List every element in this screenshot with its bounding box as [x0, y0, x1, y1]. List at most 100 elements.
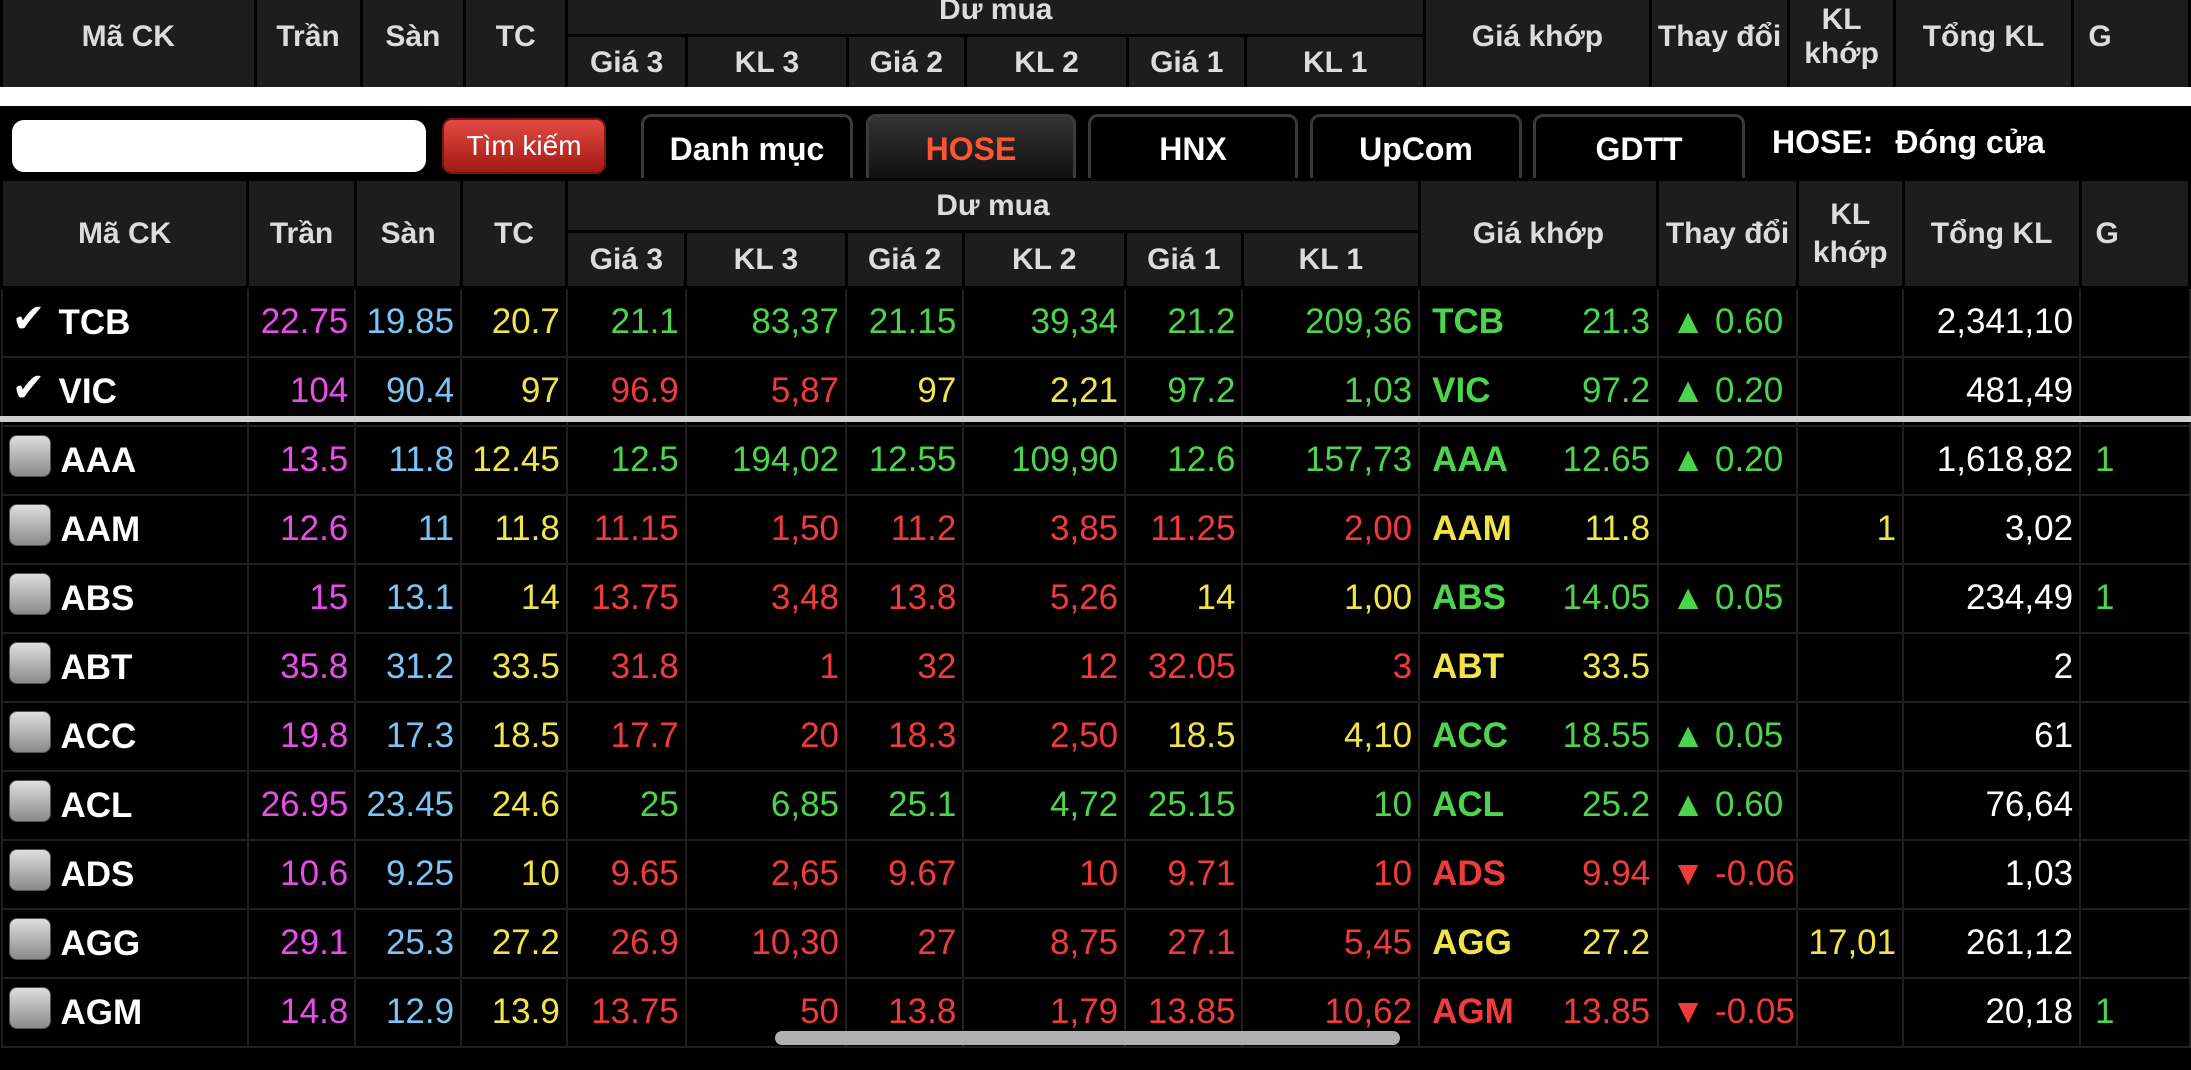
match-symbol: ACL: [1432, 785, 1505, 824]
watchlist-divider: [0, 416, 2191, 422]
table-row-vic[interactable]: ✔ VIC 104 90.4 97 96.9 5,87 97 2,21 97.2 …: [0, 355, 2191, 427]
header-match-price: Giá khớp: [1417, 178, 1660, 289]
tab-hose[interactable]: HOSE: [866, 114, 1076, 178]
header-reference: TC: [463, 0, 569, 91]
bid-price-3-cell: 11.15: [565, 493, 687, 565]
search-button[interactable]: Tìm kiếm: [442, 118, 606, 174]
header-bid-price-2: Giá 2: [845, 34, 967, 91]
bid-vol-3-cell: 10,30: [684, 907, 848, 979]
symbol-cell[interactable]: ACC: [0, 700, 249, 772]
total-volume-cell: 61: [1902, 700, 2082, 772]
bid-price-3-cell: 12.5: [565, 424, 687, 496]
match-price: 13.85: [1562, 992, 1651, 1031]
header-change: Thay đổi: [1656, 178, 1799, 289]
tab-danh-muc[interactable]: Danh mục: [641, 114, 853, 178]
floor-cell: 13.1: [354, 562, 463, 634]
bid-vol-2-cell: 2,21: [962, 355, 1127, 427]
checkbox-unchecked-icon[interactable]: [8, 780, 51, 823]
bid-vol-3-cell: 1,50: [684, 493, 848, 565]
match-symbol: TCB: [1432, 302, 1505, 342]
checkbox-unchecked-icon[interactable]: [8, 849, 51, 892]
symbol-cell[interactable]: ADS: [0, 838, 249, 910]
table-row-abt[interactable]: ABT 35.8 31.2 33.5 31.8 1 32 12 32.05 3 …: [0, 631, 2191, 703]
symbol-cell[interactable]: ✔ VIC: [0, 355, 249, 427]
checkbox-unchecked-icon[interactable]: [8, 918, 51, 961]
symbol-cell[interactable]: ✔ TCB: [0, 286, 249, 358]
checkbox-unchecked-icon[interactable]: [8, 711, 51, 754]
bid-price-1-cell: 11.25: [1124, 493, 1244, 565]
match-symbol: ABS: [1432, 578, 1507, 617]
bid-vol-1-cell: 5,45: [1241, 907, 1421, 979]
checkbox-unchecked-icon[interactable]: [8, 435, 51, 478]
checkbox-unchecked-icon[interactable]: [8, 504, 51, 547]
tab-hnx[interactable]: HNX: [1088, 114, 1298, 178]
change-cell: ▲ 0.60: [1656, 769, 1799, 841]
table-row-aam[interactable]: AAM 12.6 11 11.8 11.15 1,50 11.2 3,85 11…: [0, 493, 2191, 565]
extra-cell: [2079, 700, 2191, 772]
reference-cell: 14: [460, 562, 568, 634]
match-cell: TCB 21.3: [1418, 286, 1659, 358]
checkbox-unchecked-icon[interactable]: [8, 987, 51, 1030]
change-cell: ▲ 0.05: [1656, 562, 1799, 634]
match-cell: VIC 97.2: [1418, 355, 1659, 427]
header-bid-price-3: Giá 3: [565, 34, 688, 91]
scroll-indicator[interactable]: [775, 1031, 1400, 1045]
extra-cell: [2079, 838, 2191, 910]
bid-price-3-cell: 96.9: [565, 355, 687, 427]
header-bid-price-2: Giá 2: [844, 230, 965, 289]
match-cell: AAA 12.65: [1418, 424, 1659, 496]
header-bid-group: Dư mua: [565, 178, 1421, 233]
checkbox-unchecked-icon[interactable]: [8, 573, 51, 616]
search-input[interactable]: [12, 120, 426, 172]
reference-cell: 97: [460, 355, 568, 427]
match-symbol: AAA: [1432, 440, 1508, 479]
table-row-acl[interactable]: ACL 26.95 23.45 24.6 25 6,85 25.1 4,72 2…: [0, 769, 2191, 841]
symbol-cell[interactable]: ACL: [0, 769, 249, 841]
match-price: 21.3: [1582, 302, 1651, 342]
floor-cell: 12.9: [354, 976, 463, 1048]
match-price: 12.65: [1562, 440, 1651, 479]
floor-cell: 11: [354, 493, 463, 565]
match-symbol: ABT: [1432, 647, 1505, 686]
table-row-abs[interactable]: ABS 15 13.1 14 13.75 3,48 13.8 5,26 14 1…: [0, 562, 2191, 634]
table-row-tcb[interactable]: ✔ TCB 22.75 19.85 20.7 21.1 83,37 21.15 3…: [0, 286, 2191, 358]
match-symbol: AAM: [1432, 509, 1512, 548]
match-cell: ACL 25.2: [1418, 769, 1659, 841]
table-row-agg[interactable]: AGG 29.1 25.3 27.2 26.9 10,30 27 8,75 27…: [0, 907, 2191, 979]
checkbox-checked-icon[interactable]: ✔: [11, 365, 46, 410]
checkbox-checked-icon[interactable]: ✔: [11, 297, 46, 342]
market-status-exchange: HOSE:: [1772, 124, 1874, 160]
symbol-cell[interactable]: ABS: [0, 562, 249, 634]
table-row-aaa[interactable]: AAA 13.5 11.8 12.45 12.5 194,02 12.55 10…: [0, 424, 2191, 496]
bid-price-3-cell: 21.1: [565, 286, 687, 358]
symbol-cell[interactable]: AGG: [0, 907, 249, 979]
bid-vol-1-cell: 10: [1241, 838, 1421, 910]
table-row-acc[interactable]: ACC 19.8 17.3 18.5 17.7 20 18.3 2,50 18.…: [0, 700, 2191, 772]
symbol-label: VIC: [58, 371, 117, 411]
checkbox-unchecked-icon[interactable]: [8, 642, 51, 685]
bid-price-2-cell: 21.15: [844, 286, 965, 358]
ceiling-cell: 26.95: [246, 769, 357, 841]
table-row-ads[interactable]: ADS 10.6 9.25 10 9.65 2,65 9.67 10 9.71 …: [0, 838, 2191, 910]
symbol-label: ACC: [60, 716, 137, 756]
match-symbol: VIC: [1432, 371, 1491, 410]
tab-gdtt[interactable]: GDTT: [1533, 114, 1745, 178]
bid-vol-1-cell: 1,03: [1241, 355, 1421, 427]
reference-cell: 27.2: [460, 907, 568, 979]
tab-upcom[interactable]: UpCom: [1310, 114, 1522, 178]
header-bid-group: Dư mua: [565, 0, 1427, 37]
match-cell: ABT 33.5: [1418, 631, 1659, 703]
match-volume-cell: [1796, 355, 1905, 427]
symbol-label: AAM: [60, 509, 141, 549]
header-next: G: [2078, 178, 2191, 289]
stock-rows: AAA 13.5 11.8 12.45 12.5 194,02 12.55 10…: [0, 424, 2191, 1048]
bid-vol-1-cell: 209,36: [1241, 286, 1421, 358]
symbol-cell[interactable]: AAM: [0, 493, 249, 565]
symbol-cell[interactable]: AAA: [0, 424, 249, 496]
watchlist-rows: ✔ TCB 22.75 19.85 20.7 21.1 83,37 21.15 3…: [0, 286, 2191, 427]
match-volume-cell: [1796, 700, 1905, 772]
symbol-cell[interactable]: AGM: [0, 976, 249, 1048]
symbol-cell[interactable]: ABT: [0, 631, 249, 703]
table-row-agm[interactable]: AGM 14.8 12.9 13.9 13.75 50 13.8 1,79 13…: [0, 976, 2191, 1048]
match-price: 9.94: [1582, 854, 1651, 893]
